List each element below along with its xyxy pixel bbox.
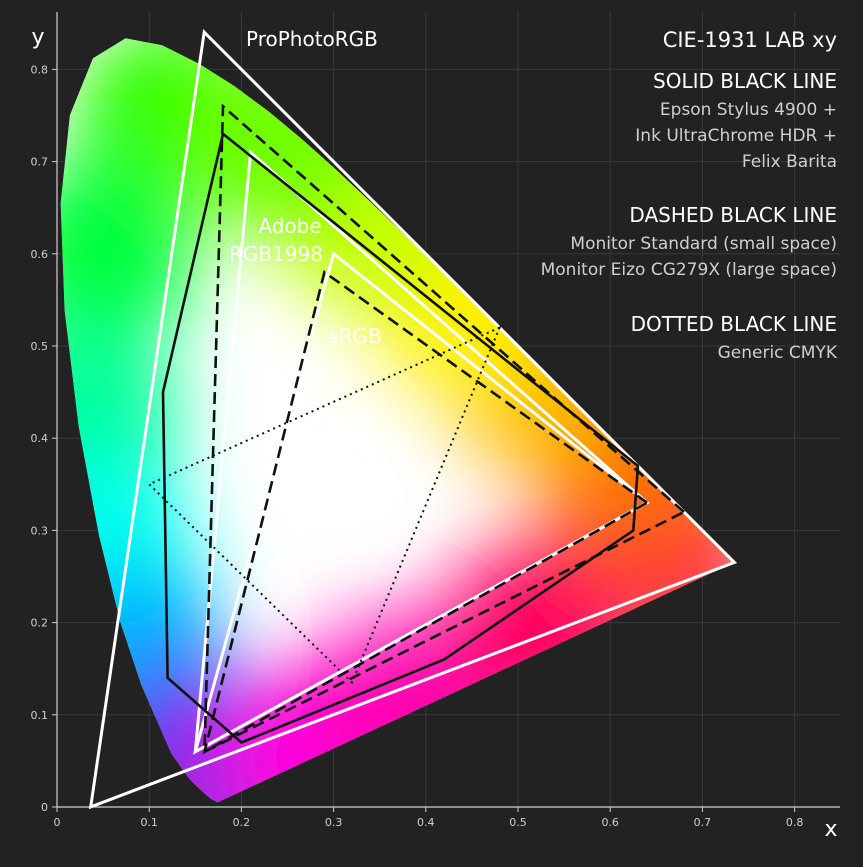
white-point-glow [151, 292, 572, 713]
x-axis-label: x [824, 817, 837, 842]
x-tick-label: 0.6 [601, 816, 619, 829]
gamut-prophotorgb [88, 29, 738, 810]
x-tick-label: 0 [54, 816, 61, 829]
legend-solid-line-2: Ink UltraChrome HDR + [635, 126, 837, 146]
label-adobe-line-1: Adobe [258, 214, 321, 238]
y-tick-label: 0.7 [31, 156, 49, 169]
y-tick-label: 0.2 [31, 617, 49, 630]
legend-solid-line-1: Epson Stylus 4900 + [660, 100, 837, 120]
axes: 0 0.1 0.2 0.3 0.4 0.5 0.6 0.7 0.8 0 0.1 0.2 0.3 0.4 0.… [31, 12, 840, 829]
legend-solid-line-3: Felix Barita [742, 152, 837, 172]
legend-dashed-line-1: Monitor Standard (small space) [570, 234, 837, 254]
label-prophoto: ProPhotoRGB [246, 27, 378, 51]
legend-dotted-heading: DOTTED BLACK LINE [631, 312, 837, 336]
x-tick-label: 0.4 [417, 816, 435, 829]
legend-solid-heading: SOLID BLACK LINE [653, 69, 837, 93]
x-tick-label: 0.3 [325, 816, 343, 829]
y-tick-label: 0.5 [31, 340, 49, 353]
gamut-monitor-standard-small-space [202, 270, 650, 755]
x-tick-label: 0.5 [509, 816, 527, 829]
label-adobe-line-2: RGB1998 [229, 242, 323, 266]
chart-title: CIE-1931 LAB xy [663, 28, 837, 52]
y-tick-label: 0 [41, 801, 48, 814]
gamut-monitor-eizo-cg279x-large-space [203, 103, 687, 754]
legend-dashed-line-2: Monitor Eizo CG279X (large space) [541, 260, 837, 280]
x-tick-label: 0.2 [233, 816, 251, 829]
gamut-series [88, 29, 738, 810]
locus-color-blob [60, 158, 199, 349]
y-tick-label: 0.1 [31, 709, 49, 722]
y-tick-label: 0.6 [31, 248, 49, 261]
legend-dotted-line-1: Generic CMYK [718, 343, 838, 363]
gamut-generic-cmyk [147, 325, 502, 685]
x-tick-label: 0.7 [694, 816, 712, 829]
gamut-srgb [192, 251, 650, 755]
label-srgb: sRGB [328, 324, 382, 348]
y-tick-label: 0.3 [31, 524, 49, 537]
y-axis-label: y [31, 25, 44, 50]
x-tick-label: 0.8 [786, 816, 804, 829]
y-tick-label: 0.4 [31, 432, 49, 445]
x-tick-label: 0.1 [140, 816, 158, 829]
legend-dashed-heading: DASHED BLACK LINE [629, 203, 837, 227]
y-tick-label: 0.8 [31, 63, 49, 76]
gamut-epson-stylus-4900-ink-ultrachrome-hdr-felix-barita [161, 131, 640, 745]
